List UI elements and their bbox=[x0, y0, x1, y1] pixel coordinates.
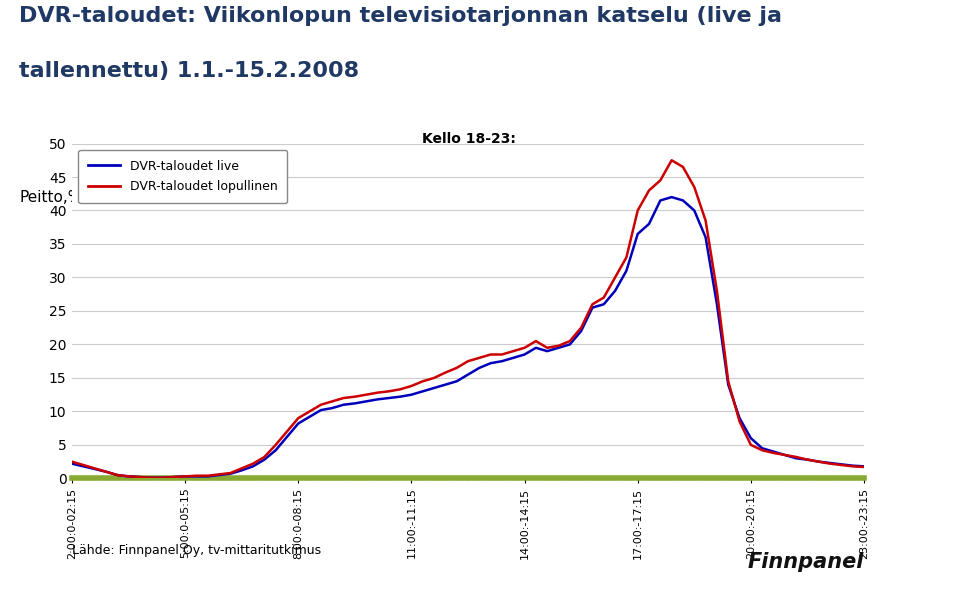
Text: Kello 18-23:: Kello 18-23: bbox=[422, 132, 516, 145]
Text: - lopullinen = +3,2 %-yks: - lopullinen = +3,2 %-yks bbox=[422, 210, 599, 224]
Text: Finnpanel: Finnpanel bbox=[748, 552, 864, 572]
Legend: DVR-taloudet live, DVR-taloudet lopullinen: DVR-taloudet live, DVR-taloudet lopullin… bbox=[79, 150, 287, 203]
Text: Lähde: Finnpanel Oy, tv-mittaritutkimus: Lähde: Finnpanel Oy, tv-mittaritutkimus bbox=[72, 544, 322, 557]
Text: - viivästettynä saman päivän aikana +1,4 %-yks: - viivästettynä saman päivän aikana +1,4… bbox=[422, 170, 759, 184]
Text: DVR-taloudet: Viikonlopun televisiotarjonnan katselu (live ja: DVR-taloudet: Viikonlopun televisiotarjo… bbox=[19, 6, 782, 26]
Text: Peitto,%: Peitto,% bbox=[19, 190, 83, 205]
Text: tallennettu) 1.1.-15.2.2008: tallennettu) 1.1.-15.2.2008 bbox=[19, 60, 359, 81]
